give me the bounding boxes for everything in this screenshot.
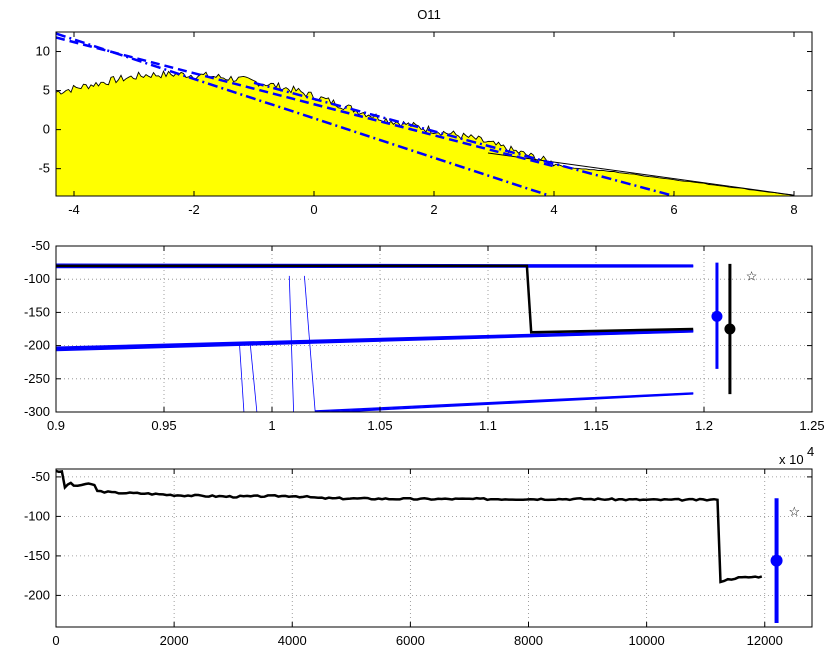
fit-line bbox=[56, 36, 555, 168]
fit-line bbox=[56, 32, 549, 196]
fit-line bbox=[253, 81, 675, 196]
y-tick-label: 5 bbox=[43, 83, 50, 98]
y-tick-label: 10 bbox=[36, 44, 50, 59]
chain-trace bbox=[56, 263, 694, 266]
tick-labels: 0.9 0.95 1 1.05 1.1 1.15 1.2 1.25 -50 -100 -150 -20… bbox=[24, 238, 825, 433]
x-tick-label: -4 bbox=[68, 202, 80, 217]
y-tick-label: -200 bbox=[24, 587, 50, 602]
x-tick-label: 4000 bbox=[278, 633, 307, 648]
y-tick-label: -300 bbox=[24, 404, 50, 419]
history-trace bbox=[56, 469, 763, 584]
y-tick-label: -200 bbox=[24, 338, 50, 353]
x-tick-label: 0 bbox=[310, 202, 317, 217]
x-tick-label: -2 bbox=[188, 202, 200, 217]
interval-point bbox=[770, 554, 783, 567]
panel-traces: ☆ 0.9 0.95 1 1.05 1.1 1.15 1.2 1.25 -50 -100 -150 -… bbox=[24, 238, 825, 433]
y-tick-label: -100 bbox=[24, 271, 50, 286]
x-tick-label: 1.2 bbox=[695, 418, 713, 433]
chain-trace bbox=[315, 392, 694, 412]
x-tick-label: 8000 bbox=[514, 633, 543, 648]
x-tick-label: 6000 bbox=[396, 633, 425, 648]
panel-density: O11 -4 -2 0 2 4 6 8 -5 0 5 10 bbox=[36, 7, 813, 217]
x-tick-label: 2000 bbox=[160, 633, 189, 648]
interval-point bbox=[711, 310, 723, 322]
chain-jump bbox=[250, 345, 258, 412]
black-trace bbox=[56, 264, 694, 334]
x-tick-label: 2 bbox=[430, 202, 437, 217]
interval-point bbox=[724, 323, 736, 335]
x-tick-label: 0 bbox=[52, 633, 59, 648]
y-tick-label: 0 bbox=[43, 122, 50, 137]
chain-jump bbox=[288, 275, 294, 412]
chain-trace bbox=[56, 329, 694, 348]
axes-box bbox=[55, 468, 813, 628]
x-tick-label: 8 bbox=[790, 202, 797, 217]
x-tick-label: 4 bbox=[550, 202, 557, 217]
tick-labels: -4 -2 0 2 4 6 8 -5 0 5 10 bbox=[36, 32, 812, 217]
x-tick-label: 6 bbox=[670, 202, 677, 217]
axes-box bbox=[55, 245, 813, 413]
panel-history: ☆ 0 2000 4000 6000 8000 10000 12000 -50 -100 -150… bbox=[24, 444, 814, 648]
x-tick-label: 0.95 bbox=[151, 418, 176, 433]
grid-lines bbox=[55, 245, 813, 413]
y-tick-label: -5 bbox=[38, 161, 50, 176]
chain-jump bbox=[304, 275, 316, 412]
x-tick-label: 0.9 bbox=[47, 418, 65, 433]
x-tick-label: 10000 bbox=[629, 633, 665, 648]
plot-area bbox=[56, 32, 795, 196]
y-tick-label: -100 bbox=[24, 508, 50, 523]
star-marker: ☆ bbox=[788, 504, 800, 519]
y-tick-label: -50 bbox=[31, 469, 50, 484]
x-tick-label: 12000 bbox=[747, 633, 783, 648]
x-tick-label: 1.25 bbox=[799, 418, 824, 433]
grid-lines bbox=[55, 469, 812, 627]
tick-labels: 0 2000 4000 6000 8000 10000 12000 -50 -100 -150 -2… bbox=[24, 469, 812, 648]
y-tick-label: -150 bbox=[24, 304, 50, 319]
plot-area: ☆ bbox=[56, 469, 800, 624]
plot-area: ☆ bbox=[56, 262, 758, 412]
x-tick-label: 1.1 bbox=[479, 418, 497, 433]
star-marker: ☆ bbox=[746, 269, 758, 284]
x-exponent-power: 4 bbox=[807, 444, 814, 459]
y-tick-label: -250 bbox=[24, 371, 50, 386]
y-tick-label: -50 bbox=[31, 238, 50, 253]
chart-title: O11 bbox=[417, 7, 441, 22]
x-tick-label: 1.05 bbox=[367, 418, 392, 433]
density-outline bbox=[56, 70, 795, 196]
y-tick-label: -150 bbox=[24, 548, 50, 563]
chain-jump bbox=[239, 345, 245, 412]
x-tick-label: 1 bbox=[268, 418, 275, 433]
x-exponent-label: x 10 bbox=[779, 452, 804, 467]
x-tick-label: 1.15 bbox=[583, 418, 608, 433]
